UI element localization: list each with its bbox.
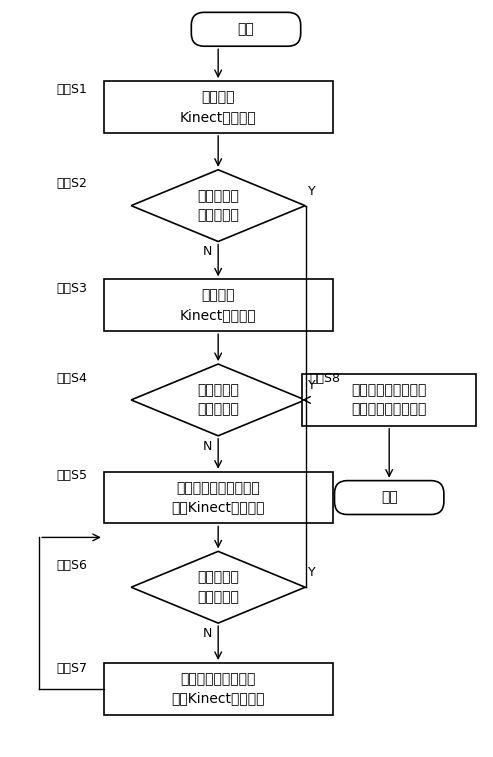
Text: 猫眼置于
Kinect设备前端: 猫眼置于 Kinect设备前端 — [180, 90, 256, 123]
FancyBboxPatch shape — [335, 481, 444, 515]
Text: 步骤S5: 步骤S5 — [56, 469, 87, 482]
Text: Y: Y — [308, 566, 316, 579]
Text: 步骤S6: 步骤S6 — [56, 559, 87, 572]
Text: 角放大率大的望远镜
置于Kinect设备前端: 角放大率大的望远镜 置于Kinect设备前端 — [172, 672, 265, 706]
Text: 通孔置于
Kinect设备前端: 通孔置于 Kinect设备前端 — [180, 288, 256, 322]
Text: 步骤S8: 步骤S8 — [310, 372, 341, 385]
Text: 角放大率最小的望远镜
置于Kinect设备前端: 角放大率最小的望远镜 置于Kinect设备前端 — [172, 481, 265, 514]
Text: 开始: 开始 — [238, 22, 254, 36]
Polygon shape — [131, 551, 305, 623]
Bar — [104, 663, 332, 715]
Bar — [302, 374, 476, 426]
Bar — [104, 81, 332, 133]
Text: 能否识别目
标人体动作: 能否识别目 标人体动作 — [197, 189, 239, 223]
Text: 步骤S1: 步骤S1 — [56, 83, 87, 95]
Text: 步骤S2: 步骤S2 — [56, 177, 87, 190]
Bar — [104, 472, 332, 524]
Text: 结束: 结束 — [381, 491, 397, 505]
Text: 步骤S4: 步骤S4 — [56, 372, 87, 385]
FancyBboxPatch shape — [191, 12, 301, 46]
Text: N: N — [203, 627, 212, 640]
Text: 结合焦距和角放大率
计算目标人体的高度: 结合焦距和角放大率 计算目标人体的高度 — [352, 383, 427, 416]
Text: N: N — [203, 440, 212, 453]
Text: 步骤S7: 步骤S7 — [56, 662, 87, 675]
Polygon shape — [131, 364, 305, 436]
Text: Y: Y — [308, 185, 316, 198]
Text: 步骤S3: 步骤S3 — [56, 282, 87, 294]
Text: 能否识别目
标人体动作: 能否识别目 标人体动作 — [197, 571, 239, 604]
Text: N: N — [203, 245, 212, 258]
Polygon shape — [131, 170, 305, 241]
Bar — [104, 279, 332, 331]
Text: Y: Y — [308, 379, 316, 392]
Text: 能否识别目
标人体动作: 能否识别目 标人体动作 — [197, 383, 239, 416]
